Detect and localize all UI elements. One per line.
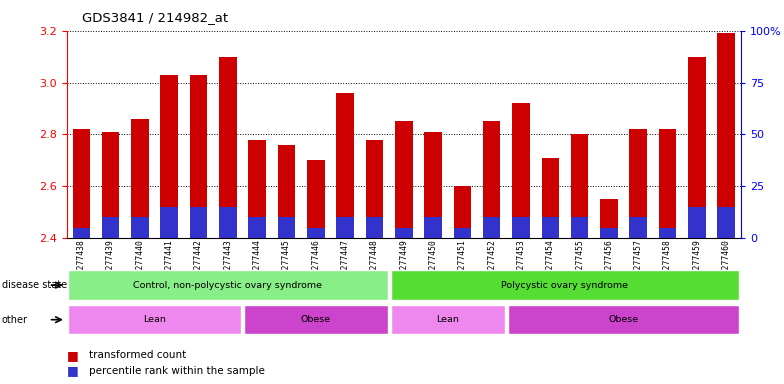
Text: Obese: Obese	[608, 315, 639, 324]
Bar	[571, 134, 589, 238]
Bar	[390, 270, 739, 300]
Text: Control, non-polycystic ovary syndrome: Control, non-polycystic ovary syndrome	[133, 281, 322, 290]
Bar	[395, 121, 412, 238]
Bar	[542, 217, 559, 238]
Bar	[219, 207, 237, 238]
Bar	[68, 305, 241, 334]
Text: percentile rank within the sample: percentile rank within the sample	[89, 366, 264, 376]
Bar	[249, 140, 266, 238]
Bar	[659, 129, 677, 238]
Bar	[190, 75, 207, 238]
Bar	[512, 103, 530, 238]
Bar	[630, 217, 647, 238]
Text: Polycystic ovary syndrome: Polycystic ovary syndrome	[502, 281, 629, 290]
Bar	[244, 305, 387, 334]
Bar	[131, 119, 149, 238]
Text: disease state: disease state	[2, 280, 67, 290]
Bar	[390, 305, 505, 334]
Bar	[131, 217, 149, 238]
Text: transformed count: transformed count	[89, 350, 186, 360]
Bar	[102, 217, 119, 238]
Text: other: other	[2, 314, 27, 325]
Bar	[72, 228, 90, 238]
Bar	[278, 217, 296, 238]
Bar	[601, 199, 618, 238]
Bar	[454, 228, 471, 238]
Bar	[571, 217, 589, 238]
Bar	[483, 121, 500, 238]
Text: ■: ■	[67, 364, 78, 377]
Bar	[717, 33, 735, 238]
Text: Obese: Obese	[301, 315, 331, 324]
Text: GDS3841 / 214982_at: GDS3841 / 214982_at	[82, 12, 228, 25]
Bar	[688, 207, 706, 238]
Bar	[508, 305, 739, 334]
Bar	[249, 217, 266, 238]
Bar	[336, 217, 354, 238]
Text: ■: ■	[67, 349, 78, 362]
Bar	[483, 217, 500, 238]
Bar	[512, 217, 530, 238]
Bar	[219, 56, 237, 238]
Bar	[688, 56, 706, 238]
Text: Lean: Lean	[436, 315, 459, 324]
Bar	[424, 132, 442, 238]
Bar	[190, 207, 207, 238]
Bar	[278, 145, 296, 238]
Bar	[630, 129, 647, 238]
Bar	[161, 75, 178, 238]
Bar	[395, 228, 412, 238]
Bar	[336, 93, 354, 238]
Bar	[717, 207, 735, 238]
Bar	[454, 186, 471, 238]
Bar	[72, 129, 90, 238]
Bar	[307, 160, 325, 238]
Bar	[68, 270, 387, 300]
Bar	[365, 140, 383, 238]
Bar	[307, 228, 325, 238]
Bar	[102, 132, 119, 238]
Bar	[161, 207, 178, 238]
Bar	[424, 217, 442, 238]
Bar	[601, 228, 618, 238]
Text: Lean: Lean	[143, 315, 166, 324]
Bar	[659, 228, 677, 238]
Bar	[365, 217, 383, 238]
Bar	[542, 158, 559, 238]
